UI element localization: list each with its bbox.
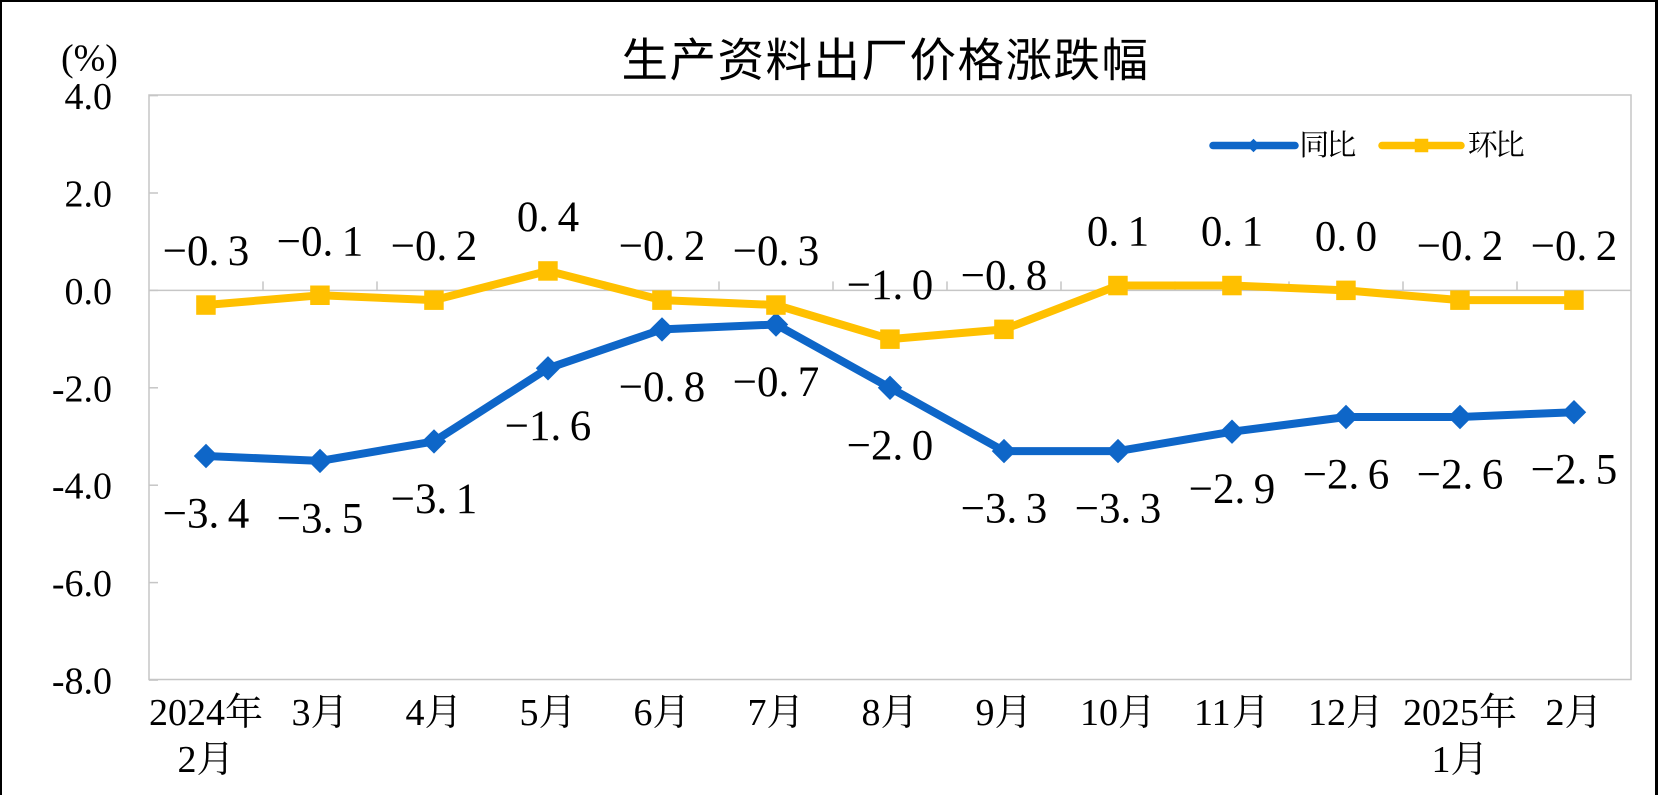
svg-text:10: 10: [1080, 692, 1118, 734]
svg-text:1: 1: [1432, 739, 1451, 781]
svg-text:5: 5: [520, 692, 539, 734]
svg-text:0. 4: 0. 4: [517, 194, 579, 241]
svg-text:8: 8: [862, 692, 881, 734]
svg-text:−0. 2: −0. 2: [391, 223, 478, 270]
svg-text:3: 3: [292, 692, 311, 734]
svg-text:4: 4: [406, 692, 425, 734]
svg-text:-2.0: -2.0: [52, 368, 112, 410]
svg-text:11: 11: [1194, 692, 1231, 734]
svg-text:−0. 7: −0. 7: [733, 359, 820, 406]
svg-text:(%): (%): [61, 38, 118, 80]
svg-text:−2. 6: −2. 6: [1303, 452, 1390, 499]
svg-text:2024: 2024: [149, 692, 225, 734]
svg-text:4.0: 4.0: [65, 76, 113, 118]
svg-text:0. 0: 0. 0: [1315, 213, 1377, 260]
svg-text:12: 12: [1308, 692, 1346, 734]
svg-text:−2. 6: −2. 6: [1417, 452, 1504, 499]
svg-text:−3. 1: −3. 1: [391, 476, 478, 523]
svg-text:−0. 3: −0. 3: [163, 228, 250, 275]
svg-text:−3. 3: −3. 3: [961, 486, 1048, 533]
svg-text:-4.0: -4.0: [52, 466, 112, 508]
svg-text:6: 6: [634, 692, 653, 734]
svg-text:2025: 2025: [1403, 692, 1479, 734]
svg-text:0.0: 0.0: [65, 271, 113, 313]
svg-text:−2. 0: −2. 0: [847, 422, 934, 469]
svg-text:−2. 9: −2. 9: [1189, 466, 1276, 513]
svg-text:−2. 5: −2. 5: [1531, 447, 1618, 494]
svg-text:−3. 4: −3. 4: [163, 491, 250, 538]
svg-text:−0. 2: −0. 2: [619, 223, 706, 270]
svg-text:-6.0: -6.0: [52, 563, 112, 605]
svg-text:−0. 3: −0. 3: [733, 228, 820, 275]
svg-text:−0. 2: −0. 2: [1417, 223, 1504, 270]
svg-text:−3. 3: −3. 3: [1075, 486, 1162, 533]
svg-text:7: 7: [748, 692, 767, 734]
svg-text:−0. 1: −0. 1: [277, 218, 364, 265]
svg-text:−1. 0: −1. 0: [847, 262, 934, 309]
svg-text:2.0: 2.0: [65, 174, 113, 216]
svg-text:−0. 8: −0. 8: [961, 252, 1048, 299]
svg-text:0. 1: 0. 1: [1087, 209, 1149, 256]
svg-text:−0. 2: −0. 2: [1531, 223, 1618, 270]
svg-text:−1. 6: −1. 6: [505, 403, 592, 450]
svg-text:-8.0: -8.0: [52, 661, 112, 703]
svg-text:9: 9: [976, 692, 995, 734]
svg-text:−3. 5: −3. 5: [277, 495, 364, 542]
svg-text:2: 2: [178, 739, 197, 781]
svg-text:0. 1: 0. 1: [1201, 209, 1263, 256]
svg-text:−0. 8: −0. 8: [619, 364, 706, 411]
svg-text:2: 2: [1546, 692, 1565, 734]
